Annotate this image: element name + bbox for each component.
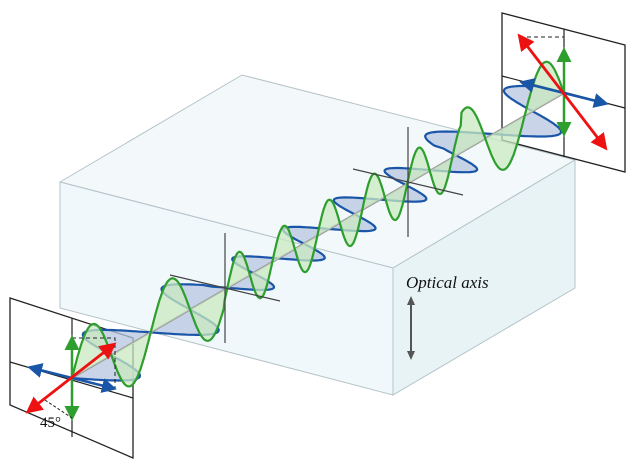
rotated-polarization-arrow <box>517 33 608 151</box>
optical-axis-label: Optical axis <box>406 273 489 292</box>
crystal-boundary-crosshair <box>169 233 281 343</box>
crystal-boundary-crosshair <box>352 127 464 237</box>
output-polarization-arrows <box>517 33 609 151</box>
angle-label: 45° <box>40 415 61 431</box>
optical-axis-indicator: Optical axis <box>406 273 489 360</box>
extraordinary-wave-fill <box>72 61 564 387</box>
wave-group <box>70 60 566 388</box>
extraordinary-wave-curve <box>70 60 566 388</box>
input-polarization-arrows: 45° <box>25 335 117 431</box>
linear-polarization-arrow <box>25 342 117 414</box>
